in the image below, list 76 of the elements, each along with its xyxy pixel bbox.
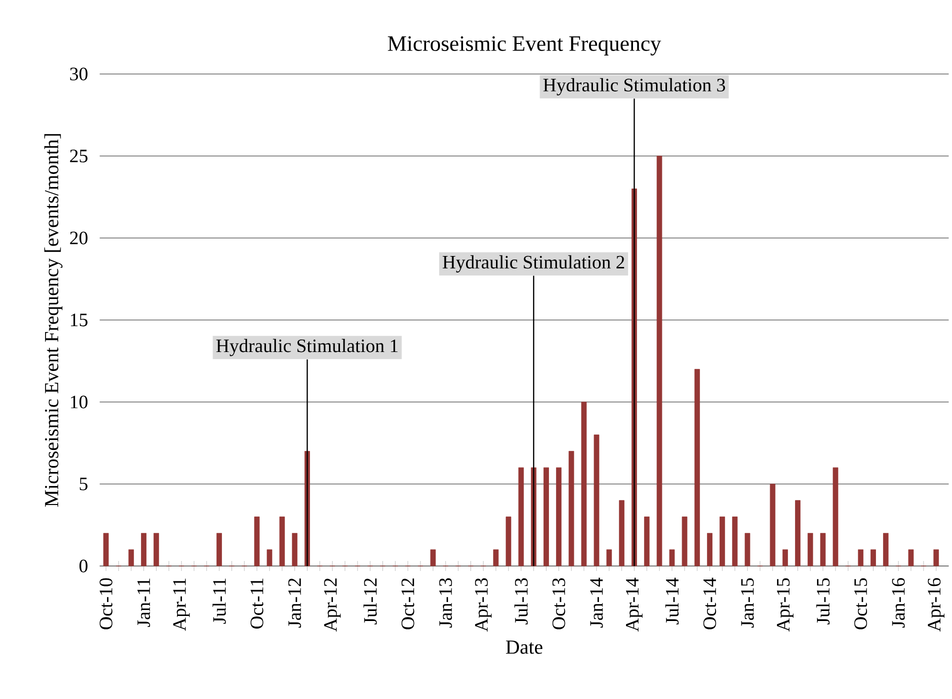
y-tick-label: 15 <box>70 314 88 326</box>
x-tick-label: Jul-14 <box>665 578 679 624</box>
y-tick-label: 0 <box>79 560 88 572</box>
bar <box>581 402 587 566</box>
x-tick-label: Apr-15 <box>776 578 794 632</box>
bar <box>820 532 826 566</box>
bar <box>279 516 285 566</box>
bar <box>732 516 738 566</box>
x-tick-label: Oct-11 <box>250 578 264 629</box>
y-tick-label: 10 <box>70 396 88 408</box>
bar <box>933 549 939 566</box>
bar <box>266 549 272 566</box>
x-tick-label: Jan-15 <box>741 578 754 628</box>
bar <box>707 532 712 566</box>
bar <box>832 467 838 566</box>
bar <box>128 549 134 566</box>
bar <box>858 549 864 566</box>
bar <box>618 500 624 566</box>
bar <box>594 434 600 566</box>
bar <box>883 532 889 566</box>
bar <box>795 500 800 566</box>
chart-title: Microseismic Event Frequency <box>388 36 662 56</box>
bar <box>669 549 675 566</box>
x-tick-label: Jul-12 <box>363 578 377 624</box>
bar <box>694 368 700 566</box>
bar <box>506 516 512 566</box>
x-tick-label: Jul-15 <box>816 578 830 624</box>
x-tick-label: Jan-16 <box>892 578 905 628</box>
bar <box>682 516 688 566</box>
y-tick-label: 20 <box>70 232 88 244</box>
x-tick-label: Oct-10 <box>100 578 112 630</box>
x-tick-label: Jan-11 <box>137 578 150 627</box>
bar <box>770 484 776 566</box>
y-tick-label: 30 <box>70 68 88 80</box>
x-tick-label: Apr-11 <box>173 578 190 631</box>
x-tick-label: Jan-12 <box>288 578 302 628</box>
x-tick-label: Jul-13 <box>514 578 528 624</box>
x-tick-label: Apr-12 <box>324 578 341 632</box>
x-tick-label: Oct-12 <box>402 578 414 630</box>
annotation: Hydraulic Stimulation 2 <box>442 255 624 272</box>
x-tick-label: Jan-13 <box>439 578 452 628</box>
bar <box>644 516 650 566</box>
bar <box>556 467 562 566</box>
x-tick-label: Jul-11 <box>212 578 226 624</box>
bar <box>606 549 612 566</box>
x-tick-label: Oct-15 <box>854 578 868 630</box>
y-axis-title: Microseismic Event Frequency [events/month] <box>44 134 62 507</box>
bar <box>744 532 750 566</box>
x-tick-label: Apr-13 <box>475 578 492 632</box>
bar <box>656 156 662 566</box>
bar <box>493 549 499 566</box>
bar <box>141 532 146 566</box>
bar <box>782 549 788 566</box>
bar <box>568 450 574 566</box>
x-tick-label: Oct-14 <box>703 578 716 630</box>
bar <box>154 532 160 566</box>
y-tick-label: 5 <box>80 478 88 490</box>
annotation: Hydraulic Stimulation 1 <box>216 338 398 356</box>
bar <box>103 532 109 566</box>
bar <box>908 549 914 566</box>
bar <box>254 516 260 566</box>
bar <box>544 467 549 566</box>
x-axis-title: Date <box>506 640 542 654</box>
annotation: Hydraulic Stimulation 3 <box>543 78 726 96</box>
bar <box>430 549 436 566</box>
bar <box>808 532 814 566</box>
bar <box>870 549 876 566</box>
x-tick-label: Jan-14 <box>590 578 603 628</box>
x-tick-label: Apr-16 <box>928 578 944 632</box>
bar <box>720 516 726 566</box>
x-tick-label: Oct-13 <box>552 578 566 630</box>
x-tick-label: Apr-14 <box>626 578 643 632</box>
y-tick-label: 25 <box>70 150 88 162</box>
bar <box>518 467 524 566</box>
bar <box>216 532 222 566</box>
bar <box>292 532 298 566</box>
